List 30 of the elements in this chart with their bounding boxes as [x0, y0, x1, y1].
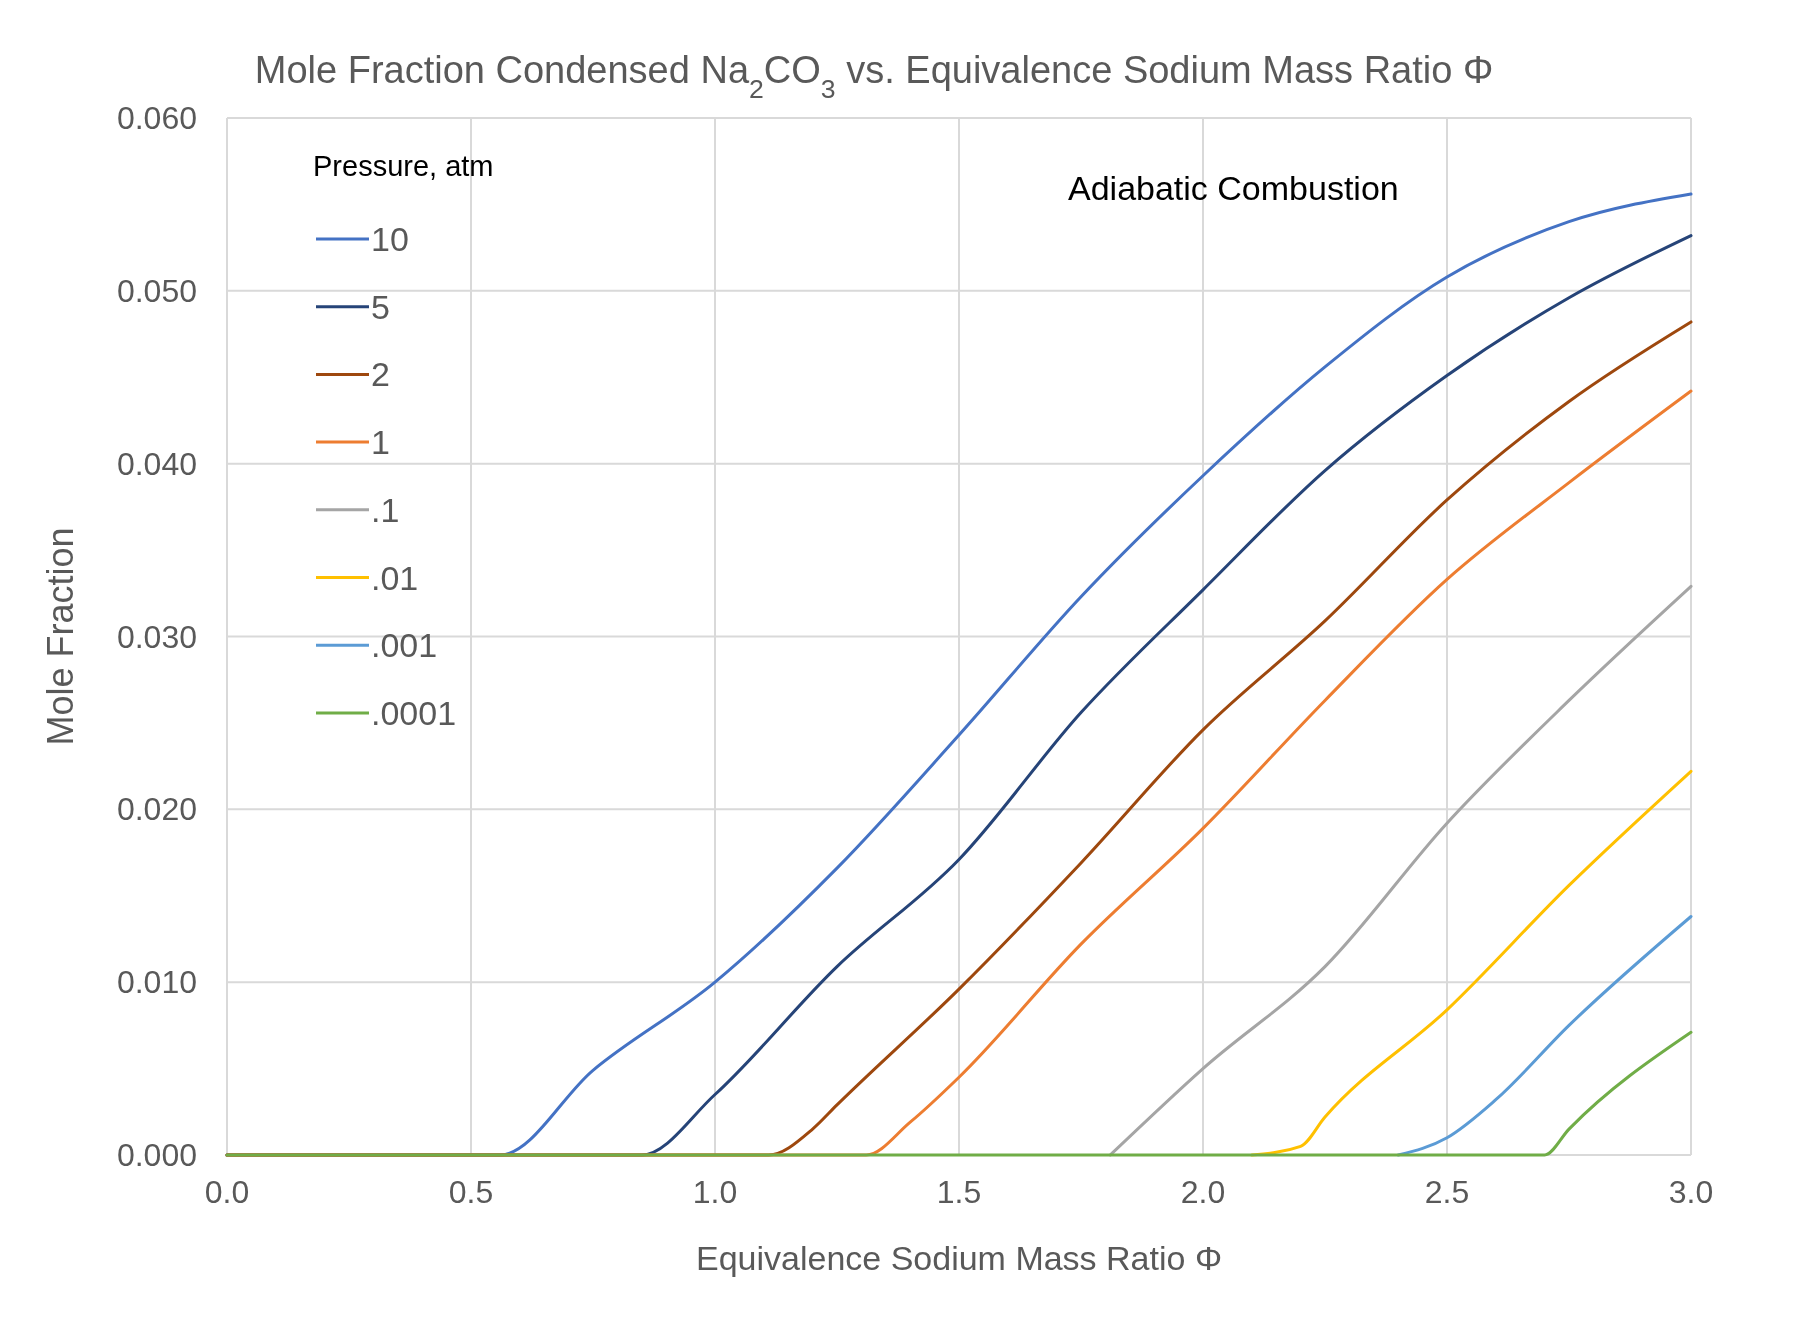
legend-label: .0001 [371, 693, 457, 732]
y-tick-label: 0.050 [116, 272, 197, 309]
y-tick-label: 0.010 [116, 964, 197, 1001]
x-tick-label: 3.0 [1668, 1174, 1714, 1210]
y-tick-label: 0.060 [116, 100, 197, 136]
x-tick-label: 0.5 [448, 1174, 494, 1210]
chart-title: Mole Fraction Condensed Na$_{2}$CO$_{3}$ vs. Equivalence Sodium Mass Ratio Φ [254, 49, 1494, 104]
y-tick-label: 0.030 [116, 618, 197, 655]
x-tick-label: 2.5 [1424, 1174, 1470, 1210]
annotation: Adiabatic Combustion [1068, 169, 1399, 207]
legend-label: .001 [371, 626, 438, 665]
legend-label: .1 [371, 490, 400, 529]
legend-label: 10 [371, 220, 409, 258]
legend-title: Pressure, atm [313, 150, 494, 182]
line-series [1250, 769, 1693, 1157]
line-series [1396, 914, 1693, 1157]
y-axis-title: Mole Fraction [40, 527, 81, 746]
y-tick-label: 0.040 [116, 445, 197, 482]
legend-label: 5 [371, 287, 390, 326]
x-tick-label: 1.5 [936, 1174, 982, 1210]
x-tick-label: 0.0 [204, 1174, 250, 1210]
line-series [1108, 584, 1693, 1157]
x-tick-label: 1.0 [692, 1174, 738, 1210]
y-tick-label: 0.020 [116, 791, 197, 828]
legend-label: 1 [371, 423, 390, 462]
legend-label: 2 [371, 355, 390, 394]
legend-label: .01 [371, 558, 419, 597]
x-tick-label: 2.0 [1180, 1174, 1226, 1210]
y-tick-label: 0.000 [116, 1137, 197, 1173]
x-axis-title: Equivalence Sodium Mass Ratio Φ [695, 1239, 1223, 1277]
